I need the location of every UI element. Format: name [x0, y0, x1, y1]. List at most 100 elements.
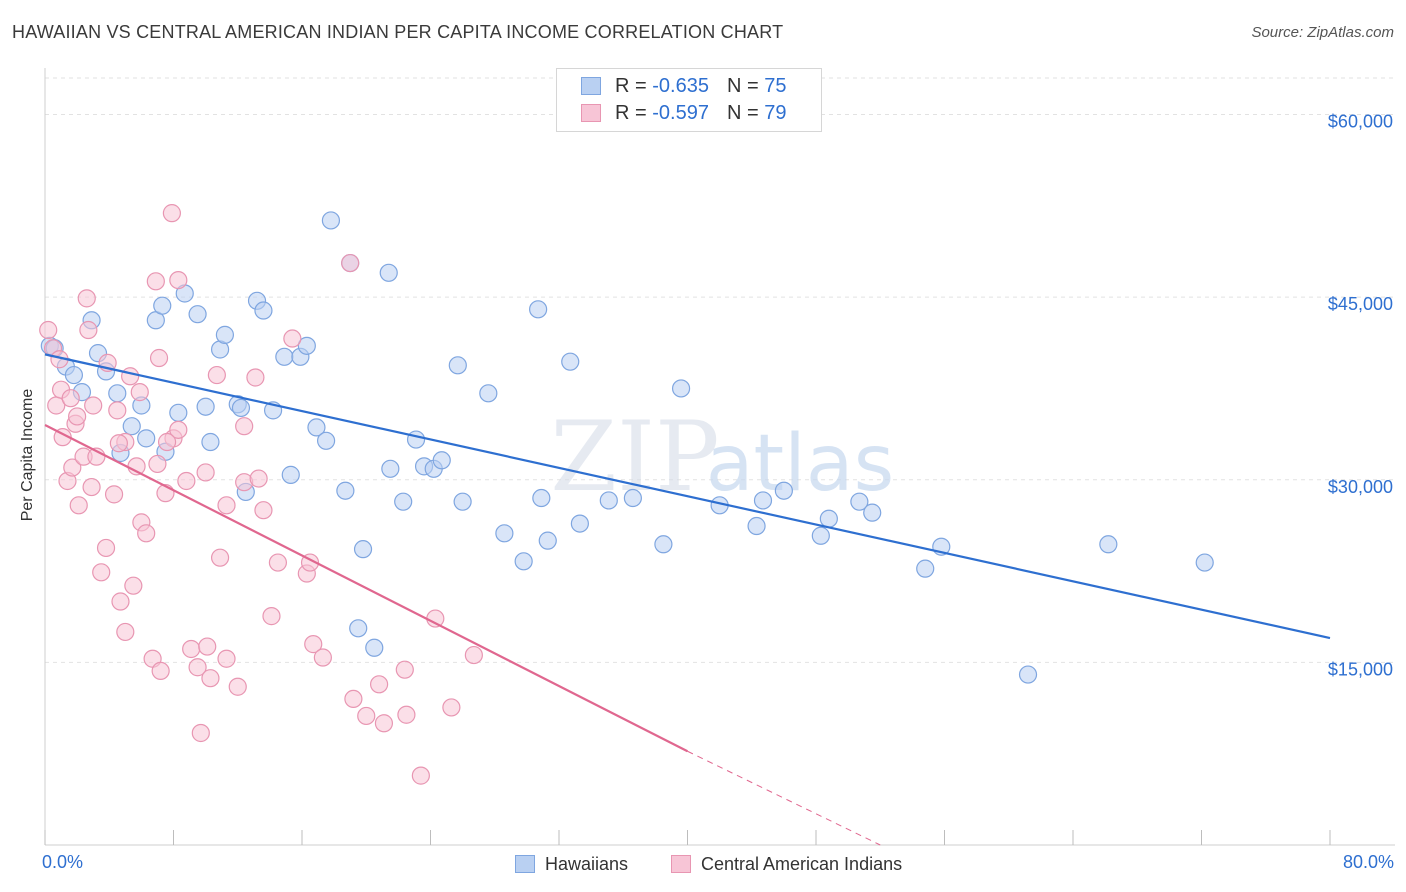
central-american-indians-point	[188, 658, 207, 677]
central-american-indians-point	[182, 639, 201, 659]
central-american-indians-point	[84, 396, 103, 415]
hawaiians-point	[479, 384, 498, 403]
hawaiians-point	[654, 535, 673, 554]
central-american-indians-point	[68, 407, 87, 426]
y-tick-label: $30,000	[1328, 477, 1393, 497]
hawaiians-point	[747, 516, 766, 536]
hawaiians-point	[916, 559, 935, 578]
central-american-indians-point	[177, 471, 196, 491]
central-american-indians-point	[249, 469, 268, 488]
central-american-indians-point	[169, 420, 188, 439]
hawaiians-trendline	[44, 353, 1331, 640]
central-american-indians-point	[313, 648, 332, 667]
hawaiians-point	[819, 509, 838, 528]
y-tick-label: $45,000	[1328, 294, 1393, 314]
legend-row-central-american-indians: R = -0.597 N = 79	[581, 101, 786, 125]
hawaiians-point	[196, 397, 215, 416]
hawaiians-point	[254, 301, 273, 320]
bottom-legend-swatch-blue	[515, 855, 535, 873]
central-american-indians-point	[108, 401, 127, 420]
central-american-indians-point	[235, 417, 254, 436]
central-american-indians-point	[157, 432, 177, 452]
central-american-indians-point	[77, 289, 96, 308]
central-american-indians-point	[151, 661, 170, 681]
hawaiians-point	[281, 465, 300, 484]
central-american-indians-point	[149, 348, 169, 368]
legend-swatch-blue	[581, 77, 601, 95]
legend-r-label: R =	[615, 101, 647, 124]
central-american-indians-point	[39, 320, 58, 340]
bottom-legend-hawaiians: Hawaiians	[515, 852, 628, 876]
central-american-indians-point	[96, 538, 116, 558]
hawaiians-point	[215, 325, 234, 344]
central-american-indians-point	[137, 524, 156, 543]
hawaiians-point	[406, 430, 426, 449]
hawaiians-point	[1018, 665, 1038, 684]
central-american-indians-point	[262, 607, 281, 626]
hawaiians-point	[153, 296, 172, 315]
hawaiians-point	[570, 514, 589, 533]
hawaiians-point	[1195, 553, 1214, 572]
hawaiians-point	[495, 524, 514, 543]
central-american-indians-point	[228, 677, 247, 696]
central-american-indians-point	[63, 458, 82, 477]
hawaiians-point	[529, 300, 548, 319]
central-american-indians-point	[130, 383, 149, 402]
hawaiians-point	[432, 451, 451, 470]
x-tick-label-max: 80.0%	[1342, 852, 1394, 872]
central-american-indians-point	[116, 622, 135, 642]
central-american-indians-point	[109, 434, 128, 453]
y-tick-label: $60,000	[1328, 112, 1393, 132]
bottom-legend-central-american-indians: Central American Indians	[671, 852, 902, 876]
hawaiians-point	[379, 263, 398, 282]
central-american-indians-point	[464, 645, 483, 665]
hawaiians-point	[169, 403, 188, 422]
hawaiians-point	[753, 491, 773, 510]
central-american-indians-point	[374, 714, 394, 733]
hawaiians-point	[122, 417, 141, 436]
central-american-indians-point	[79, 320, 98, 340]
central-american-indians-point	[201, 669, 220, 688]
legend-swatch-pink	[581, 104, 601, 122]
central-american-indians-point	[426, 609, 445, 628]
hawaiians-point	[321, 211, 341, 230]
hawaiians-point	[188, 305, 207, 324]
legend-n-value: 79	[764, 101, 787, 124]
hawaiians-point	[108, 384, 127, 403]
hawaiians-point	[850, 492, 869, 511]
hawaiians-point	[561, 352, 580, 371]
central-american-indians-point	[198, 637, 217, 656]
central-american-indians-point	[104, 485, 124, 504]
hawaiians-point	[532, 488, 551, 508]
central-american-indians-point	[146, 272, 165, 291]
y-tick-label: $15,000	[1328, 659, 1393, 679]
central-american-indians-point	[357, 706, 376, 726]
central-american-indians-point	[304, 635, 323, 654]
central-american-indians-point	[207, 365, 226, 385]
hawaiians-point	[297, 336, 316, 355]
central-american-indians-trendline-extension	[687, 750, 881, 846]
legend-r-value: -0.597	[652, 101, 709, 124]
hawaiians-point	[599, 491, 618, 510]
hawaiians-point	[381, 459, 400, 478]
central-american-indians-point	[111, 592, 130, 611]
central-american-indians-trendline	[44, 423, 688, 753]
hawaiians-point	[275, 347, 294, 366]
central-american-indians-point	[162, 204, 181, 223]
central-american-indians-point	[246, 368, 265, 387]
hawaiians-point	[394, 492, 413, 511]
hawaiians-point	[453, 492, 472, 511]
hawaiians-point	[811, 526, 830, 545]
central-american-indians-point	[92, 563, 111, 582]
hawaiians-point	[231, 398, 251, 418]
central-american-indians-point	[210, 548, 230, 567]
hawaiians-point	[353, 540, 373, 559]
central-american-indians-point	[370, 675, 389, 694]
hawaiians-point	[307, 418, 326, 437]
hawaiians-point	[316, 431, 336, 450]
data-points	[39, 204, 1214, 785]
hawaiians-point	[1099, 535, 1118, 554]
central-american-indians-point	[254, 501, 273, 520]
central-american-indians-point	[268, 553, 288, 572]
hawaiians-point	[623, 488, 642, 508]
